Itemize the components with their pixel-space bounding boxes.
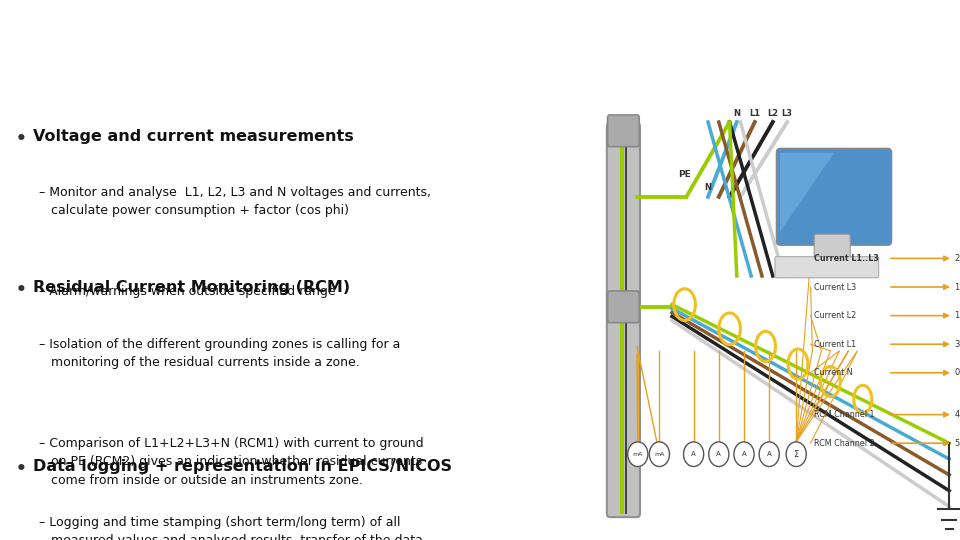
Circle shape <box>684 442 704 467</box>
FancyBboxPatch shape <box>608 115 639 147</box>
Text: A: A <box>691 451 696 457</box>
Text: PE: PE <box>678 170 691 179</box>
FancyBboxPatch shape <box>608 291 639 322</box>
Text: Current L1..L3: Current L1..L3 <box>814 254 879 263</box>
Text: N: N <box>733 109 740 118</box>
Text: 1.61 A: 1.61 A <box>954 311 960 320</box>
Circle shape <box>733 442 755 467</box>
Text: RCM Channel 2: RCM Channel 2 <box>814 438 875 448</box>
Text: L1: L1 <box>749 109 760 118</box>
Text: – Alarm/warnings when outside specified range: – Alarm/warnings when outside specified … <box>39 285 336 298</box>
FancyBboxPatch shape <box>777 148 892 245</box>
Text: N: N <box>705 184 711 192</box>
Circle shape <box>628 442 648 467</box>
Bar <box>625 126 627 514</box>
Text: Current L2: Current L2 <box>814 311 856 320</box>
Text: – Isolation of the different grounding zones is calling for a
   monitoring of t: – Isolation of the different grounding z… <box>39 338 400 369</box>
Circle shape <box>649 442 669 467</box>
FancyBboxPatch shape <box>814 234 851 265</box>
Text: RCM Channel 1: RCM Channel 1 <box>814 410 875 419</box>
Text: Σ: Σ <box>794 450 799 458</box>
Text: 1.54 A: 1.54 A <box>954 282 960 292</box>
Text: 5.30 mA: 5.30 mA <box>954 438 960 448</box>
Text: Measuring & Monitoring: Measuring & Monitoring <box>17 69 216 87</box>
Text: Electrical power distribution: Electrical power distribution <box>17 19 441 45</box>
Circle shape <box>708 442 729 467</box>
Text: Residual Current Monitoring (RCM): Residual Current Monitoring (RCM) <box>33 280 350 295</box>
Text: A: A <box>716 451 721 457</box>
FancyBboxPatch shape <box>607 123 640 517</box>
Text: L2: L2 <box>767 109 779 118</box>
Text: EUROPEAN
SPALLATION
SOURCE: EUROPEAN SPALLATION SOURCE <box>902 23 942 41</box>
Bar <box>620 126 624 514</box>
Text: – Comparison of L1+L2+L3+N (RCM1) with current to ground
   on PE (RCM2) gives a: – Comparison of L1+L2+L3+N (RCM1) with c… <box>39 437 423 487</box>
Text: L3: L3 <box>781 109 793 118</box>
Text: 0.11 A: 0.11 A <box>954 368 960 377</box>
Text: •: • <box>15 458 28 478</box>
Text: – Monitor and analyse  L1, L2, L3 and N voltages and currents,
   calculate powe: – Monitor and analyse L1, L2, L3 and N v… <box>39 186 431 217</box>
Text: Voltage and current measurements: Voltage and current measurements <box>33 129 353 144</box>
FancyBboxPatch shape <box>775 256 878 278</box>
Text: Current L1: Current L1 <box>814 340 856 349</box>
Text: A: A <box>767 451 772 457</box>
Text: •: • <box>15 129 28 148</box>
Text: •: • <box>15 280 28 300</box>
Text: Data logging + representation in EPICS/NICOS: Data logging + representation in EPICS/N… <box>33 458 452 474</box>
Text: 2.37 A: 2.37 A <box>954 254 960 263</box>
Text: mA: mA <box>654 451 664 457</box>
Circle shape <box>759 442 780 467</box>
Text: ess: ess <box>830 41 865 59</box>
Text: A: A <box>742 451 746 457</box>
Text: Current N: Current N <box>814 368 852 377</box>
Text: Current L3: Current L3 <box>814 282 856 292</box>
Polygon shape <box>780 153 834 232</box>
Text: 4.20 mA: 4.20 mA <box>954 410 960 419</box>
Text: – Logging and time stamping (short term/long term) of all
   measured values and: – Logging and time stamping (short term/… <box>39 516 422 540</box>
Circle shape <box>786 442 806 467</box>
Text: 3.91 A: 3.91 A <box>954 340 960 349</box>
Text: mA: mA <box>633 451 643 457</box>
